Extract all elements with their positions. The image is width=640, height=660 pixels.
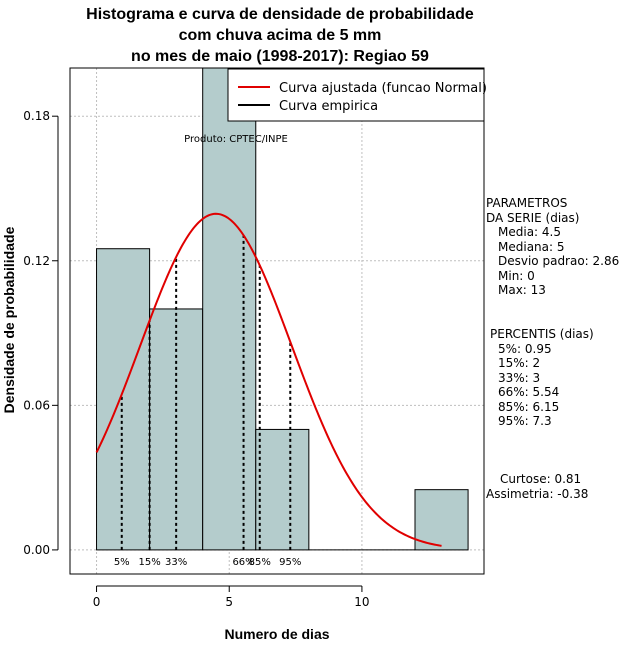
percentil-15: 15%: 2 — [498, 356, 541, 370]
percentile-label-5: 5% — [114, 557, 130, 568]
x-tick-label-1: 5 — [225, 595, 233, 609]
y-tick-label-2: 0.12 — [23, 254, 50, 268]
legend-label-0: Curva ajustada (funcao Normal) — [279, 81, 487, 96]
param-media: Media: 4.5 — [498, 225, 561, 239]
histogram-bar-3 — [255, 428, 310, 551]
percentile-label-85: 85% — [249, 557, 271, 568]
percentile-label-15: 15% — [138, 557, 160, 568]
percentile-label-66: 66% — [232, 557, 254, 568]
legend-label-1: Curva empirica — [279, 99, 378, 114]
parametros-title-2: DA SERIE (dias) — [486, 210, 580, 225]
param-max: Max: 13 — [498, 283, 546, 297]
parametros-title-1: PARAMETROS — [486, 196, 568, 210]
percentil-33: 33%: 3 — [498, 370, 541, 385]
percentil-85: 85%: 6.15 — [498, 399, 560, 414]
title-line-1: Histograma e curva de densidade de proba… — [86, 6, 474, 23]
percentile-label-95: 95% — [279, 557, 301, 568]
x-tick-label-2: 10 — [354, 595, 369, 609]
param-mediana: Mediana: 5 — [498, 239, 565, 254]
x-axis-label: Numero de dias — [224, 626, 330, 642]
histogram-bar-0 — [96, 248, 151, 551]
y-tick-label-1: 0.06 — [23, 398, 50, 412]
percentil-95: 95%: 7.3 — [498, 414, 552, 428]
param-desvio: Desvio padrao: 2.86 — [498, 254, 620, 268]
legend-box — [227, 68, 485, 122]
percentis-title: PERCENTIS (dias) — [490, 327, 594, 341]
percentil-5: 5%: 0.95 — [498, 341, 552, 356]
product-annotation: Produto: CPTEC/INPE — [184, 134, 288, 145]
chart-title: Histograma e curva de densidade de proba… — [0, 4, 560, 67]
percentile-label-33: 33% — [165, 557, 187, 568]
title-line-3: no mes de maio (1998-2017): Regiao 59 — [131, 48, 429, 65]
assimetria-value: Assimetria: -0.38 — [486, 487, 589, 501]
percentis-panel: PERCENTIS (dias) 5%: 0.95 15%: 2 33%: 3 … — [490, 327, 594, 429]
plot-border — [69, 67, 485, 575]
param-min: Min: 0 — [498, 268, 535, 283]
percentil-66: 66%: 5.54 — [498, 385, 560, 399]
curtose-value: Curtose: 0.81 — [500, 472, 582, 486]
histogram-bar-2 — [202, 67, 257, 551]
x-tick-label-0: 0 — [93, 595, 101, 609]
y-axis-label: Densidade de probabilidade — [1, 226, 17, 414]
y-tick-label-0: 0.00 — [23, 543, 50, 557]
histogram-bar-6 — [414, 489, 469, 551]
parametros-panel: PARAMETROS DA SERIE (dias) Media: 4.5 Me… — [486, 196, 619, 298]
title-line-2: com chuva acima de 5 mm — [178, 27, 382, 44]
y-tick-label-3: 0.18 — [23, 109, 50, 123]
normal-curve-line — [95, 212, 442, 547]
